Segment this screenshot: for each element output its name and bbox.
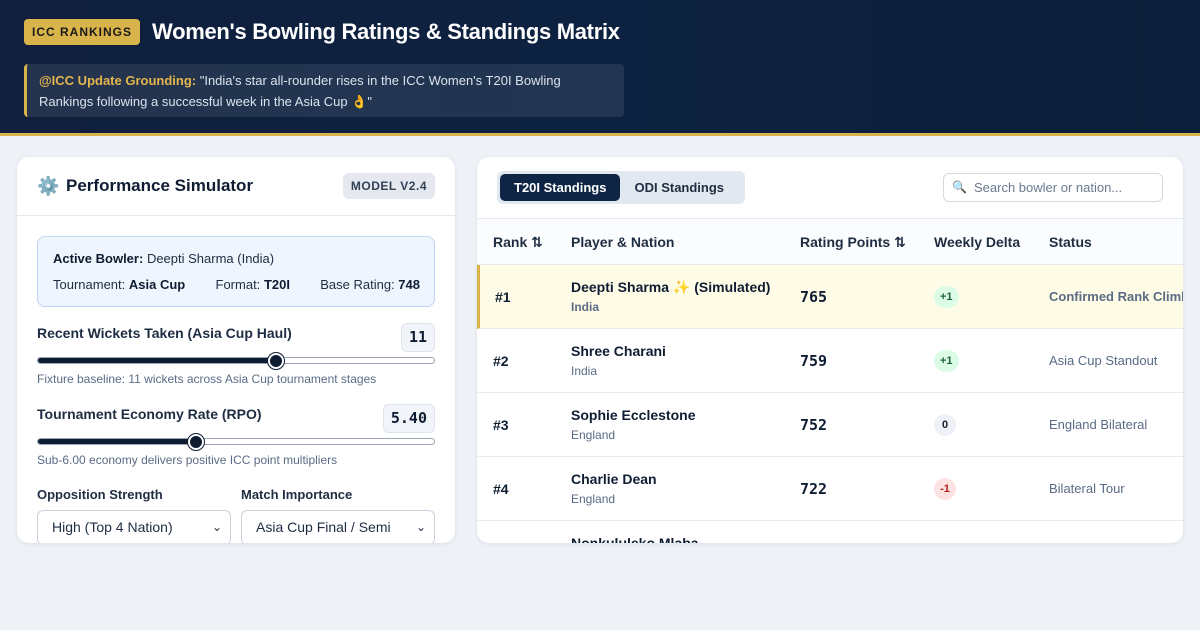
economy-hint: Sub-6.00 economy delivers positive ICC p… xyxy=(37,453,338,467)
search-input[interactable]: 🔍 Search bowler or nation... xyxy=(943,173,1163,202)
active-bowler-label: Active Bowler: xyxy=(53,251,144,266)
economy-slider-fill xyxy=(38,439,197,444)
row-rank: #2 xyxy=(493,353,509,369)
row-delta-badge: -1 xyxy=(934,478,956,500)
search-icon: 🔍 xyxy=(952,180,967,194)
row-status: England Bilateral xyxy=(1049,417,1148,432)
format-value: T20I xyxy=(263,277,290,292)
row-player-name: Sophie Ecclestone xyxy=(571,407,696,423)
table-header: Rank ⇅ Player & Nation Rating Points ⇅ W… xyxy=(477,219,1183,265)
row-delta-badge: +1 xyxy=(934,350,959,372)
page-title: Women's Bowling Ratings & Standings Matr… xyxy=(152,19,620,44)
chevron-down-icon: ⌄ xyxy=(211,520,222,534)
column-player-nation: Player & Nation xyxy=(571,234,675,250)
base-rating-info: Base Rating: 748 xyxy=(320,277,420,292)
format-info: Format: T20I xyxy=(216,277,290,292)
table-row[interactable]: #3 Sophie Ecclestone England 752 0 Engla… xyxy=(477,393,1183,457)
wickets-slider-thumb[interactable] xyxy=(267,353,284,369)
opposition-strength-value: High (Top 4 Nation) xyxy=(52,519,173,535)
row-rating: 759 xyxy=(800,352,828,370)
format-label: Format: xyxy=(215,277,261,292)
match-importance-select[interactable]: Asia Cup Final / Semi ⌄ xyxy=(241,510,435,543)
tab-odi-standings[interactable]: ODI Standings xyxy=(634,180,725,195)
table-row[interactable]: Nonkululeko Mlaba xyxy=(477,521,1183,543)
table-row[interactable]: #2 Shree Charani India 759 +1 Asia Cup S… xyxy=(477,329,1183,393)
notice-handle: @ICC Update Grounding: xyxy=(39,73,197,88)
row-status: Confirmed Rank Climb xyxy=(1049,289,1183,304)
row-nation: England xyxy=(571,492,616,506)
economy-value: 5.40 xyxy=(382,404,435,433)
column-status: Status xyxy=(1049,234,1092,250)
tab-t20i-standings[interactable]: T20I Standings xyxy=(500,174,621,201)
row-player-name: Shree Charani xyxy=(571,343,666,359)
chevron-down-icon: ⌄ xyxy=(415,520,426,534)
row-rating: 765 xyxy=(800,288,828,306)
base-rating-value: 748 xyxy=(398,277,420,292)
gear-icon: ⚙️ xyxy=(37,176,60,196)
row-player-name: Nonkululeko Mlaba xyxy=(571,535,699,543)
opposition-strength-select[interactable]: High (Top 4 Nation) ⌄ xyxy=(37,510,231,543)
standings-panel: T20I Standings ODI Standings 🔍 Search bo… xyxy=(477,157,1183,543)
page-header: ICC RANKINGS Women's Bowling Ratings & S… xyxy=(0,0,1200,136)
match-importance-value: Asia Cup Final / Semi xyxy=(256,519,391,535)
row-rank: #4 xyxy=(493,481,509,497)
tournament-label: Tournament: xyxy=(53,277,126,292)
column-rating-points[interactable]: Rating Points ⇅ xyxy=(800,234,906,250)
model-version-badge: MODEL V2.4 xyxy=(342,173,435,199)
wickets-slider-track[interactable] xyxy=(37,357,435,364)
opposition-strength-label: Opposition Strength xyxy=(37,487,163,502)
performance-simulator-panel: ⚙️ Performance Simulator MODEL V2.4 Acti… xyxy=(17,157,455,543)
search-placeholder: Search bowler or nation... xyxy=(974,180,1123,195)
economy-slider-label: Tournament Economy Rate (RPO) xyxy=(37,406,262,422)
table-row[interactable]: #4 Charlie Dean England 722 -1 Bilateral… xyxy=(477,457,1183,521)
row-rating: 722 xyxy=(800,480,828,498)
standings-toolbar: T20I Standings ODI Standings 🔍 Search bo… xyxy=(477,157,1183,219)
row-nation: India xyxy=(571,300,600,314)
economy-slider-track[interactable] xyxy=(37,438,435,445)
wickets-slider-label: Recent Wickets Taken (Asia Cup Haul) xyxy=(37,325,292,341)
icc-rankings-badge: ICC RANKINGS xyxy=(24,19,141,45)
row-status: Bilateral Tour xyxy=(1049,481,1125,496)
row-delta-badge: 0 xyxy=(934,414,956,436)
base-rating-label: Base Rating: xyxy=(320,277,395,292)
row-nation: England xyxy=(571,428,616,442)
wickets-slider-fill xyxy=(38,358,276,363)
row-rating: 752 xyxy=(800,416,828,434)
row-rank: #1 xyxy=(495,289,511,305)
row-nation: India xyxy=(571,364,598,378)
active-bowler-card: Active Bowler: Deepti Sharma (India) Tou… xyxy=(37,236,435,307)
match-importance-label: Match Importance xyxy=(241,487,353,502)
column-rank[interactable]: Rank ⇅ xyxy=(493,234,543,250)
tournament-value: Asia Cup xyxy=(128,277,186,292)
column-weekly-delta: Weekly Delta xyxy=(934,234,1021,250)
economy-slider-thumb[interactable] xyxy=(188,434,205,450)
update-notice: @ICC Update Grounding: "India's star all… xyxy=(24,64,624,117)
wickets-value: 11 xyxy=(400,323,435,352)
wickets-hint: Fixture baseline: 11 wickets across Asia… xyxy=(37,372,377,386)
simulator-header: ⚙️ Performance Simulator MODEL V2.4 xyxy=(17,157,455,216)
notice-text: "India's star all-rounder rises in the I… xyxy=(39,73,561,109)
active-bowler-name: Deepti Sharma (India) xyxy=(146,251,275,266)
row-player-name: Deepti Sharma ✨ (Simulated) xyxy=(571,279,771,295)
row-delta-badge: +1 xyxy=(934,286,959,308)
row-rank: #3 xyxy=(493,417,509,433)
format-tabs: T20I Standings ODI Standings xyxy=(497,171,745,204)
table-row[interactable]: #1 Deepti Sharma ✨ (Simulated) India 765… xyxy=(477,265,1183,329)
row-status: Asia Cup Standout xyxy=(1049,353,1158,368)
row-player-name: Charlie Dean xyxy=(571,471,657,487)
simulator-title: Performance Simulator xyxy=(66,176,254,195)
tournament-info: Tournament: Asia Cup xyxy=(53,277,185,292)
